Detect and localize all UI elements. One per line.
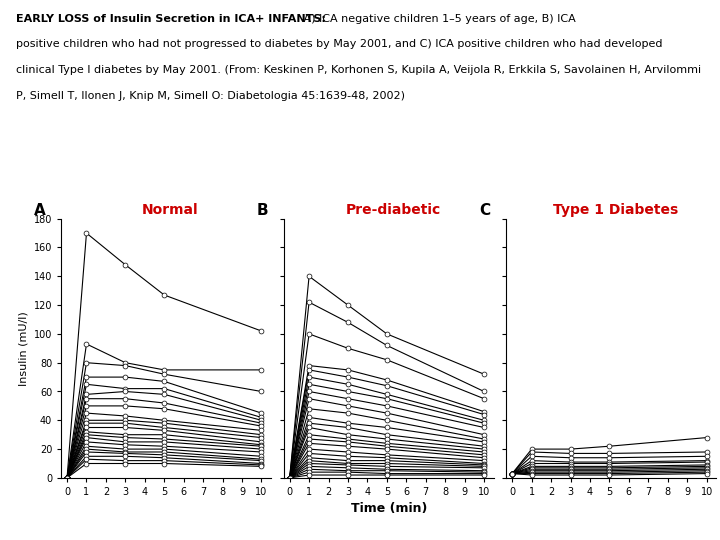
- Text: Pre-diabetic: Pre-diabetic: [346, 203, 441, 217]
- Text: C: C: [479, 203, 490, 218]
- Text: B: B: [256, 203, 268, 218]
- Text: EARLY LOSS of Insulin Secretion in ICA+ INFANTS:: EARLY LOSS of Insulin Secretion in ICA+ …: [16, 14, 325, 24]
- Text: A: A: [34, 203, 45, 218]
- Text: Normal: Normal: [142, 203, 199, 217]
- Y-axis label: Insulin (mU/l): Insulin (mU/l): [18, 311, 28, 386]
- X-axis label: Time (min): Time (min): [351, 503, 427, 516]
- Text: A) ICA negative children 1–5 years of age, B) ICA: A) ICA negative children 1–5 years of ag…: [300, 14, 576, 24]
- Text: positive children who had not progressed to diabetes by May 2001, and C) ICA pos: positive children who had not progressed…: [16, 39, 662, 50]
- Text: clinical Type I diabetes by May 2001. (From: Keskinen P, Korhonen S, Kupila A, V: clinical Type I diabetes by May 2001. (F…: [16, 65, 701, 76]
- Text: P, Simell T, Ilonen J, Knip M, Simell O: Diabetologia 45:1639-48, 2002): P, Simell T, Ilonen J, Knip M, Simell O:…: [16, 91, 405, 102]
- Text: Type 1 Diabetes: Type 1 Diabetes: [553, 203, 678, 217]
